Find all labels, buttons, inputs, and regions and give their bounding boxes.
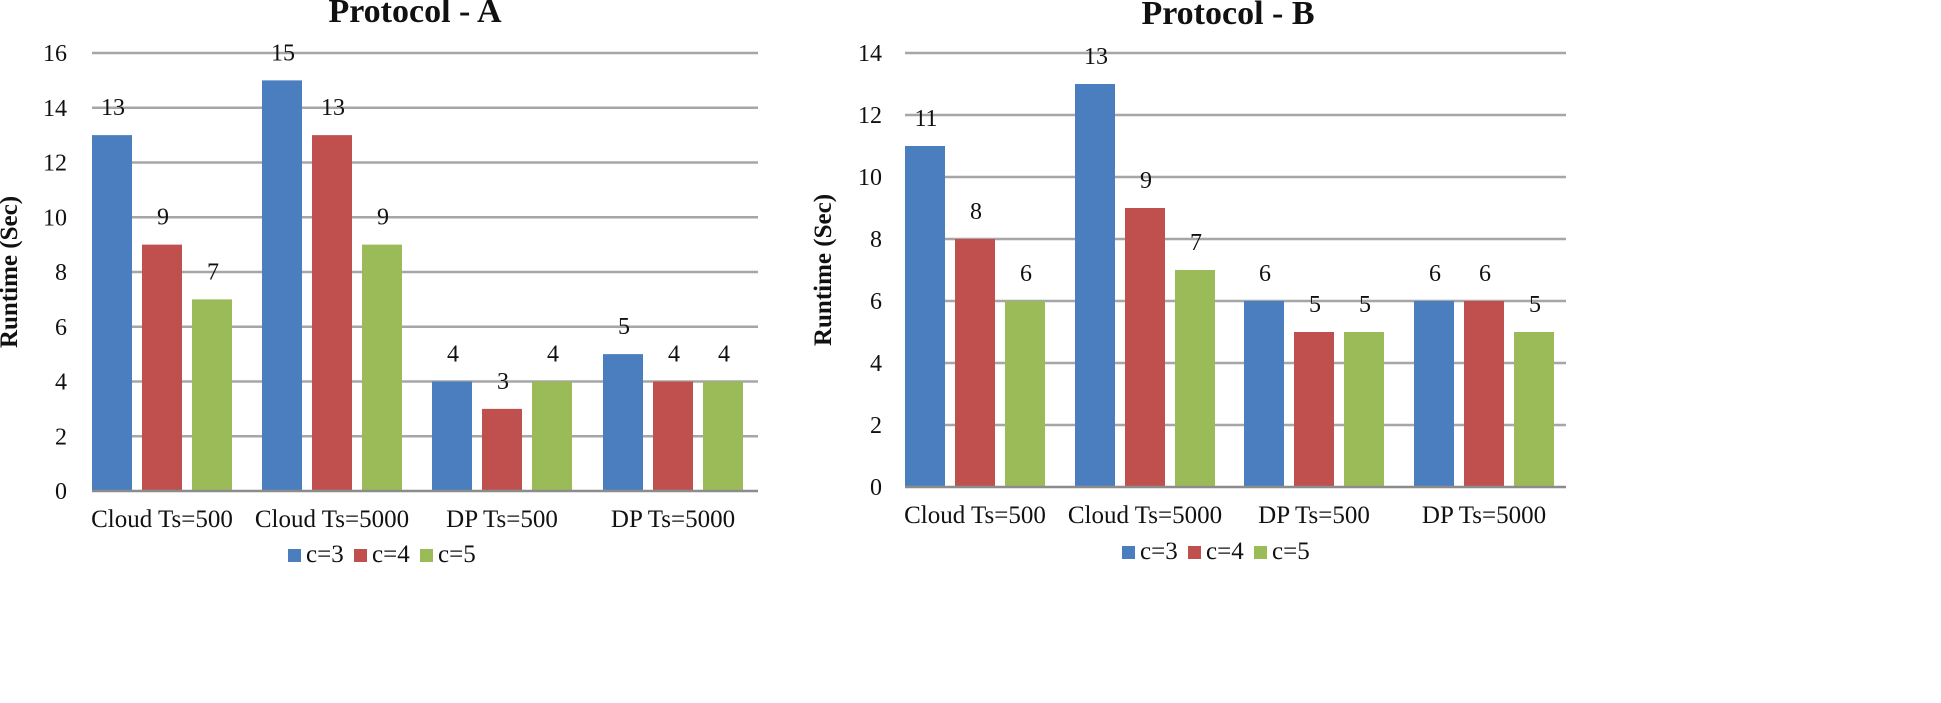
y-tick-label: 8 [870, 227, 882, 253]
data-label: 9 [377, 205, 389, 231]
bar-c5 [1514, 332, 1554, 487]
bar-c3 [905, 146, 945, 487]
data-label: 6 [1020, 261, 1032, 287]
data-label: 8 [970, 199, 982, 225]
data-label: 7 [207, 259, 219, 285]
data-label: 6 [1479, 261, 1491, 287]
legend-swatch [420, 549, 433, 562]
bar-c4 [1125, 208, 1165, 487]
y-tick-label: 12 [858, 103, 882, 129]
y-tick-label: 10 [858, 165, 882, 191]
y-tick-label: 2 [870, 413, 882, 439]
bar-c4 [312, 135, 352, 491]
y-tick-label: 14 [43, 96, 67, 122]
data-label: 3 [497, 369, 509, 395]
bar-c3 [92, 135, 132, 491]
bar-c3 [262, 80, 302, 491]
data-label: 13 [321, 95, 345, 121]
data-label: 4 [547, 342, 559, 368]
bar-c4 [1464, 301, 1504, 487]
x-tick-label: DP Ts=5000 [611, 506, 735, 533]
bar-c3 [1075, 84, 1115, 487]
chart-panel-protocol-b: Protocol - B Runtime (Sec) 0 2 4 6 8 10 12 14 11… [810, 0, 1566, 565]
y-tick-label: 10 [43, 205, 67, 231]
data-label: 9 [1140, 168, 1152, 194]
legend-label: c=4 [1206, 538, 1244, 565]
x-tick-label: Cloud Ts=5000 [1068, 502, 1222, 529]
x-tick-label: Cloud Ts=500 [904, 502, 1046, 529]
bar-c4 [955, 239, 995, 487]
data-label: 5 [618, 314, 630, 340]
y-tick-label: 2 [55, 424, 67, 450]
y-tick-label: 0 [55, 479, 67, 505]
x-tick-label: DP Ts=500 [446, 506, 558, 533]
data-label: 7 [1190, 230, 1202, 256]
bar-c5 [1344, 332, 1384, 487]
data-label: 6 [1429, 261, 1441, 287]
y-tick-label: 4 [870, 351, 882, 377]
data-label: 4 [447, 342, 459, 368]
y-tick-label: 14 [858, 41, 882, 67]
legend-swatch [354, 549, 367, 562]
data-label: 9 [157, 205, 169, 231]
y-axis-label: Runtime (Sec) [0, 196, 23, 348]
data-label: 5 [1529, 292, 1541, 318]
bar-c5 [192, 299, 232, 491]
y-tick-label: 6 [870, 289, 882, 315]
legend-label: c=3 [306, 541, 344, 568]
bar-c5 [1175, 270, 1215, 487]
legend-swatch [1122, 546, 1135, 559]
bar-c5 [532, 381, 572, 491]
y-axis-label: Runtime (Sec) [810, 194, 837, 346]
data-label: 15 [271, 40, 295, 66]
legend-swatch [288, 549, 301, 562]
data-label: 4 [718, 342, 730, 368]
bar-c5 [703, 381, 743, 491]
bar-c5 [1005, 301, 1045, 487]
chart-panel-protocol-a: Protocol - A Runtime (Sec) 0 2 4 6 8 10 12 14 16… [0, 0, 758, 568]
chart-title: Protocol - A [328, 0, 502, 30]
bar-c4 [482, 408, 522, 491]
bar-c4 [1294, 332, 1334, 487]
x-tick-label: DP Ts=5000 [1422, 502, 1546, 529]
data-label: 13 [101, 95, 125, 121]
x-tick-label: Cloud Ts=5000 [255, 506, 409, 533]
legend-label: c=3 [1140, 538, 1178, 565]
legend-label: c=5 [1272, 538, 1310, 565]
bar-c3 [1414, 301, 1454, 487]
data-label: 6 [1259, 261, 1271, 287]
data-label: 5 [1309, 292, 1321, 318]
x-tick-label: Cloud Ts=500 [91, 506, 233, 533]
legend-swatch [1188, 546, 1201, 559]
data-label: 5 [1359, 292, 1371, 318]
bar-c3 [432, 381, 472, 491]
y-tick-label: 12 [43, 151, 67, 177]
legend-label: c=5 [438, 541, 476, 568]
y-tick-label: 4 [55, 370, 67, 396]
chart-title: Protocol - B [1141, 0, 1314, 32]
y-tick-label: 8 [55, 260, 67, 286]
y-tick-label: 0 [870, 475, 882, 501]
y-tick-label: 16 [43, 41, 67, 67]
bar-c4 [653, 381, 693, 491]
legend-label: c=4 [372, 541, 410, 568]
bar-c4 [142, 244, 182, 491]
data-label: 4 [668, 342, 680, 368]
y-tick-label: 6 [55, 315, 67, 341]
data-label: 11 [914, 106, 937, 132]
data-label: 13 [1084, 44, 1108, 70]
bar-c3 [603, 354, 643, 491]
legend-swatch [1254, 546, 1267, 559]
bar-c3 [1244, 301, 1284, 487]
bar-c5 [362, 244, 402, 491]
x-tick-label: DP Ts=500 [1258, 502, 1370, 529]
